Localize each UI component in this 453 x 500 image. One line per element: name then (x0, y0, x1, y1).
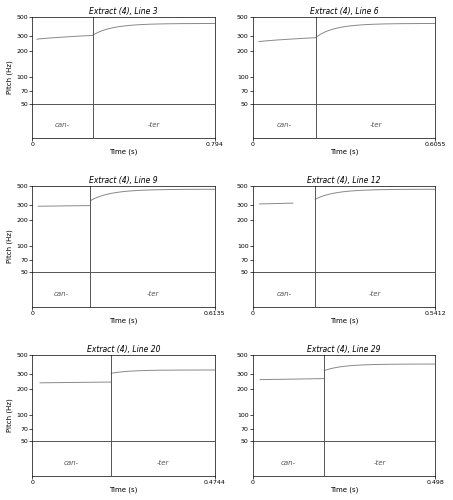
Y-axis label: Pitch (Hz): Pitch (Hz) (7, 60, 14, 94)
Text: -ter: -ter (146, 292, 159, 298)
Title: Extract (4), Line 12: Extract (4), Line 12 (307, 176, 381, 185)
Text: -ter: -ter (370, 122, 382, 128)
X-axis label: Time (s): Time (s) (330, 486, 358, 493)
Title: Extract (4), Line 29: Extract (4), Line 29 (307, 345, 381, 354)
X-axis label: Time (s): Time (s) (330, 318, 358, 324)
Text: -ter: -ter (157, 460, 169, 466)
Text: can-: can- (277, 122, 292, 128)
Text: can-: can- (53, 292, 69, 298)
X-axis label: Time (s): Time (s) (109, 148, 138, 155)
Title: Extract (4), Line 3: Extract (4), Line 3 (89, 7, 158, 16)
Text: -ter: -ter (369, 292, 381, 298)
Y-axis label: Pitch (Hz): Pitch (Hz) (7, 398, 14, 432)
Text: can-: can- (281, 460, 296, 466)
Text: can-: can- (55, 122, 70, 128)
Title: Extract (4), Line 20: Extract (4), Line 20 (87, 345, 160, 354)
Title: Extract (4), Line 9: Extract (4), Line 9 (89, 176, 158, 185)
X-axis label: Time (s): Time (s) (109, 486, 138, 493)
X-axis label: Time (s): Time (s) (109, 318, 138, 324)
Text: can-: can- (64, 460, 79, 466)
Text: can-: can- (276, 292, 291, 298)
Title: Extract (4), Line 6: Extract (4), Line 6 (310, 7, 378, 16)
X-axis label: Time (s): Time (s) (330, 148, 358, 155)
Text: -ter: -ter (148, 122, 160, 128)
Text: -ter: -ter (374, 460, 386, 466)
Y-axis label: Pitch (Hz): Pitch (Hz) (7, 230, 14, 263)
